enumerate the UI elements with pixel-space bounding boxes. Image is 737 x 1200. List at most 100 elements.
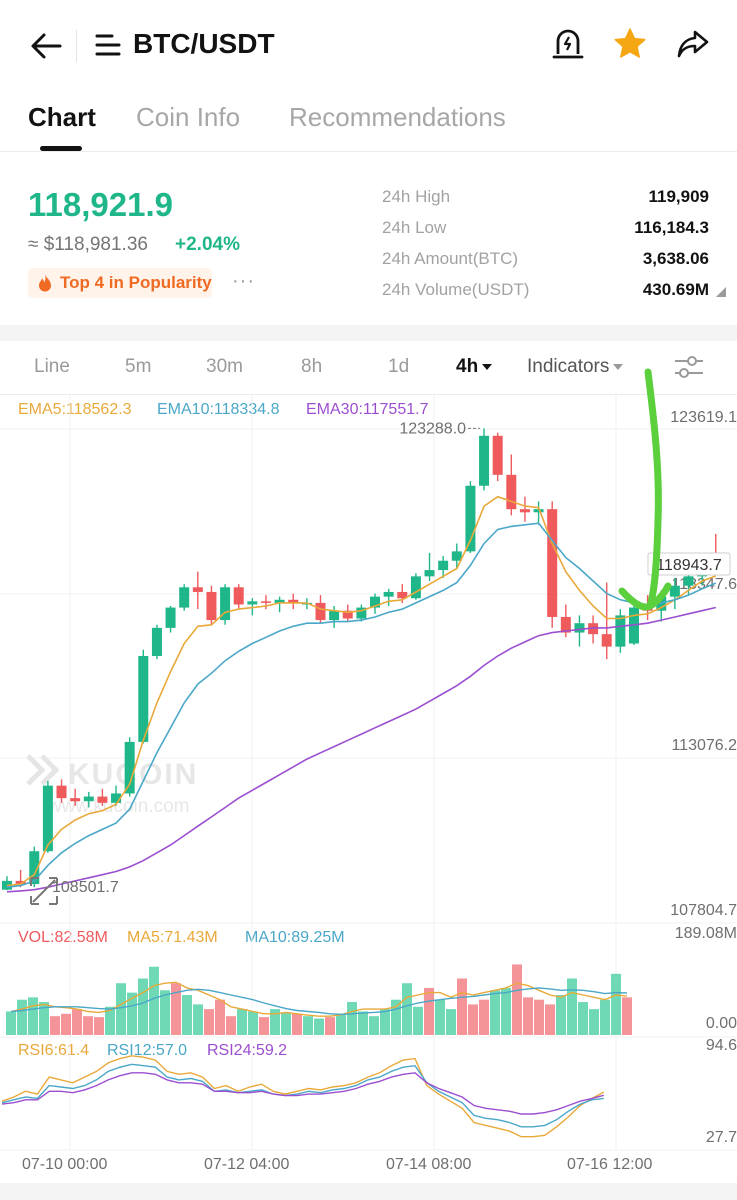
volume-bar — [457, 978, 467, 1035]
stat-label-amount: 24h Amount(BTC) — [382, 249, 519, 268]
volume-ma5-line — [10, 981, 628, 1017]
candle-body — [438, 560, 449, 571]
tab-coin-info[interactable]: Coin Info — [136, 102, 241, 132]
interval-4h[interactable]: 4h — [456, 356, 493, 378]
x-axis-label-4: 07-16 12:00 — [567, 1156, 653, 1173]
star-icon[interactable] — [612, 26, 648, 62]
page-title[interactable]: BTC/USDT — [133, 28, 275, 59]
candle-body — [83, 796, 94, 802]
volume-bar — [138, 978, 148, 1035]
candle-body — [206, 591, 217, 621]
volume-axis-max: 189.08M — [674, 925, 737, 942]
candle-body — [165, 607, 176, 628]
candle-body — [697, 563, 708, 577]
stat-value-high: 119,909 — [648, 187, 709, 206]
candle-body — [301, 602, 312, 605]
volume-bar — [556, 994, 566, 1035]
candle-body — [342, 610, 353, 619]
volume-bar — [17, 999, 27, 1035]
high-marker-label: 123288.0 — [399, 420, 466, 437]
candle-body — [356, 607, 367, 619]
candle-body — [192, 587, 203, 592]
interval-divider — [0, 394, 737, 395]
ema10-line — [6, 522, 717, 888]
volume-bar — [336, 1013, 346, 1035]
candle-body — [138, 656, 149, 742]
candle-body — [247, 601, 258, 605]
candle-body — [710, 563, 721, 566]
back-arrow-icon[interactable] — [26, 26, 66, 66]
current-price-label: 118943.7 — [656, 557, 722, 574]
volume-bar — [424, 987, 434, 1035]
candle-body — [329, 610, 340, 621]
stat-value-amount: 3,638.06 — [642, 249, 709, 268]
candle-body — [97, 796, 108, 803]
watermark-url: www.kucoin.com — [47, 796, 190, 817]
ema30-line — [6, 606, 716, 893]
volume-bar — [347, 1002, 357, 1035]
volume-bar — [545, 1004, 555, 1035]
candle-body — [274, 599, 285, 603]
volume-bar — [490, 990, 500, 1035]
volume-bar — [83, 1016, 93, 1035]
header-divider — [76, 30, 77, 62]
volume-bar — [28, 997, 38, 1035]
price-alert-icon[interactable] — [551, 26, 585, 62]
interval-line[interactable]: Line — [34, 356, 70, 377]
candle-body — [179, 587, 190, 608]
fullscreen-icon[interactable] — [30, 877, 58, 905]
more-options-button[interactable]: ··· — [232, 270, 255, 292]
candle-body — [410, 576, 421, 599]
fire-icon — [39, 274, 51, 292]
candle-body — [151, 627, 162, 657]
volume-bar — [413, 1006, 423, 1035]
x-axis-label-1: 07-10 00:00 — [22, 1156, 108, 1173]
volume-bar — [611, 973, 621, 1035]
volume-bar — [468, 1004, 478, 1035]
interval-1d[interactable]: 1d — [388, 356, 410, 377]
candle-body — [260, 601, 271, 603]
volume-bar — [589, 1009, 599, 1035]
tab-chart[interactable]: Chart — [28, 102, 96, 132]
volume-bar — [182, 994, 192, 1035]
volume-bar — [105, 1006, 115, 1035]
tab-recommendations[interactable]: Recommendations — [289, 102, 506, 132]
stat-value-low: 116,184.3 — [634, 218, 709, 237]
stat-label-low: 24h Low — [382, 218, 447, 237]
volume-bar — [292, 1013, 302, 1035]
volume-bar — [116, 983, 126, 1035]
volume-bar — [149, 966, 159, 1035]
interval-5m[interactable]: 5m — [125, 356, 152, 377]
volume-ma10-line — [10, 987, 628, 1016]
volume-bar — [523, 997, 533, 1035]
menu-icon[interactable] — [94, 30, 124, 60]
y-axis-label-bottom: 107804.7 — [670, 902, 737, 919]
volume-bar — [369, 1016, 379, 1035]
chart-settings-icon[interactable] — [672, 352, 706, 382]
legend-ema10: EMA10:118334.8 — [157, 401, 280, 418]
price-change: +2.04% — [175, 234, 240, 255]
interval-30m[interactable]: 30m — [206, 356, 243, 377]
rsi24-line — [1, 1072, 604, 1115]
candle-body — [479, 435, 490, 486]
candle-body — [124, 741, 135, 794]
interval-8h[interactable]: 8h — [301, 356, 323, 377]
popularity-badge[interactable]: Top 4 in Popularity — [28, 268, 212, 298]
share-icon[interactable] — [675, 26, 711, 62]
candle-body — [29, 851, 40, 885]
ema5-line — [6, 495, 717, 887]
candle-body — [560, 616, 571, 633]
volume-bar — [479, 999, 489, 1035]
volume-bar — [226, 1016, 236, 1035]
stat-label-high: 24h High — [382, 187, 451, 206]
interval-4h-label: 4h — [456, 356, 479, 377]
legend-ema5: EMA5:118562.3 — [18, 401, 132, 418]
indicators-dropdown[interactable]: Indicators — [527, 356, 624, 378]
x-axis-label-2: 07-12 04:00 — [204, 1156, 290, 1173]
candle-body — [656, 596, 667, 611]
candle-body — [574, 623, 585, 633]
candle-body — [547, 509, 558, 617]
top-bar: BTC/USDT — [0, 0, 737, 88]
candle-body — [315, 602, 326, 621]
